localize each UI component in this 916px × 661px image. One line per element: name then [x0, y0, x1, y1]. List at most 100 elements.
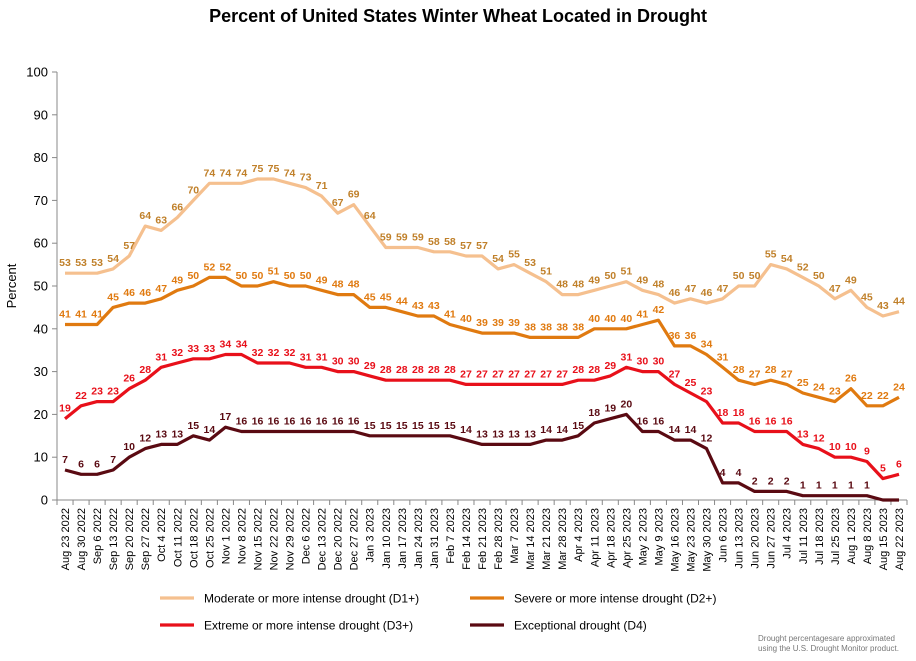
data-label: 14	[556, 424, 568, 436]
data-label: 51	[540, 266, 552, 278]
data-label: 53	[91, 257, 103, 269]
series-line	[65, 177, 900, 318]
data-label: 47	[155, 283, 167, 295]
data-label: 7	[62, 454, 68, 466]
data-label: 49	[845, 274, 857, 286]
data-label: 50	[604, 270, 616, 282]
data-label: 38	[524, 321, 536, 333]
data-label: 64	[364, 210, 376, 222]
data-label: 31	[300, 351, 312, 363]
data-label: 28	[588, 364, 600, 376]
data-label: 50	[252, 270, 264, 282]
x-tick-label: May 16 2023	[669, 508, 681, 572]
x-tick-label: Dec 20 2022	[333, 508, 345, 570]
y-tick-label: 60	[34, 236, 48, 251]
data-label: 14	[685, 424, 697, 436]
data-label: 33	[187, 343, 199, 355]
y-tick-label: 10	[34, 450, 48, 465]
data-label: 34	[220, 338, 232, 350]
data-label: 4	[736, 467, 742, 479]
data-label: 22	[75, 390, 87, 402]
x-tick-label: Apr 11 2023	[589, 508, 601, 567]
data-label: 28	[444, 364, 456, 376]
data-label: 28	[428, 364, 440, 376]
data-label: 34	[236, 338, 248, 350]
data-label: 23	[701, 386, 713, 398]
x-tick-label: Apr 4 2023	[573, 508, 585, 562]
data-label: 14	[204, 424, 216, 436]
data-label: 48	[556, 279, 568, 291]
data-label: 13	[492, 428, 504, 440]
x-tick-label: Nov 15 2022	[252, 508, 264, 570]
data-label: 67	[332, 197, 344, 209]
legend: Moderate or more intense drought (D1+) Se…	[160, 592, 716, 633]
axes: 0 10 20 30 40 50 60 70 80 90 100 Percent Aug 23 2022…	[4, 65, 908, 572]
x-tick-label: Mar 14 2023	[525, 508, 537, 570]
y-tick-label: 0	[41, 493, 48, 508]
data-label: 10	[845, 441, 857, 453]
data-label: 28	[733, 364, 745, 376]
data-label: 16	[316, 416, 328, 428]
data-label: 59	[412, 231, 424, 243]
legend-label: Exceptional drought (D4)	[514, 619, 647, 633]
data-label: 40	[604, 313, 616, 325]
x-tick-label: Oct 25 2022	[204, 508, 216, 568]
data-label: 16	[252, 416, 264, 428]
data-label: 46	[123, 287, 135, 299]
x-tick-label: Jun 20 2023	[750, 508, 762, 569]
data-label: 54	[107, 253, 119, 265]
data-label: 2	[752, 475, 758, 487]
data-label: 41	[444, 309, 456, 321]
y-tick-label: 80	[34, 150, 48, 165]
data-label: 47	[717, 283, 729, 295]
data-label: 53	[75, 257, 87, 269]
data-label: 74	[204, 167, 216, 179]
source-note-line-2: using the U.S. Drought Monitor product.	[758, 644, 899, 653]
data-label: 55	[765, 249, 777, 261]
data-label: 7	[110, 454, 116, 466]
data-label: 54	[781, 253, 793, 265]
data-label: 13	[524, 428, 536, 440]
data-label: 50	[300, 270, 312, 282]
x-tick-label: Aug 30 2022	[76, 508, 88, 570]
data-label: 29	[364, 360, 376, 372]
data-label: 42	[653, 304, 665, 316]
data-label: 48	[653, 279, 665, 291]
data-label: 38	[540, 321, 552, 333]
data-label: 30	[348, 356, 360, 368]
x-tick-label: Feb 14 2023	[461, 508, 473, 570]
data-label: 43	[428, 300, 440, 312]
data-label: 6	[94, 458, 100, 470]
data-label: 29	[604, 360, 616, 372]
data-label: 50	[813, 270, 825, 282]
data-label: 16	[749, 416, 761, 428]
data-label: 1	[816, 480, 822, 492]
x-tick-label: Apr 25 2023	[621, 508, 633, 568]
data-label: 45	[364, 291, 376, 303]
data-label: 27	[476, 368, 488, 380]
data-label: 50	[236, 270, 248, 282]
y-tick-label: 20	[34, 407, 48, 422]
data-label: 36	[685, 330, 697, 342]
data-label: 32	[171, 347, 183, 359]
x-tick-label: Jul 18 2023	[814, 508, 826, 565]
x-tick-label: Jul 11 2023	[798, 508, 810, 564]
x-tick-label: Aug 8 2023	[862, 508, 874, 564]
data-label: 31	[620, 351, 632, 363]
legend-label: Moderate or more intense drought (D1+)	[204, 592, 419, 606]
data-label: 38	[556, 321, 568, 333]
data-label: 58	[444, 236, 456, 248]
data-label: 34	[701, 338, 713, 350]
data-label: 46	[701, 287, 713, 299]
data-label: 16	[284, 416, 296, 428]
data-label: 23	[829, 386, 841, 398]
data-label: 51	[268, 266, 280, 278]
data-label: 24	[813, 381, 825, 393]
x-tick-label: Aug 15 2023	[878, 508, 890, 570]
data-label: 1	[864, 480, 870, 492]
data-label: 44	[396, 296, 408, 308]
data-label: 70	[187, 184, 199, 196]
data-label: 54	[492, 253, 504, 265]
